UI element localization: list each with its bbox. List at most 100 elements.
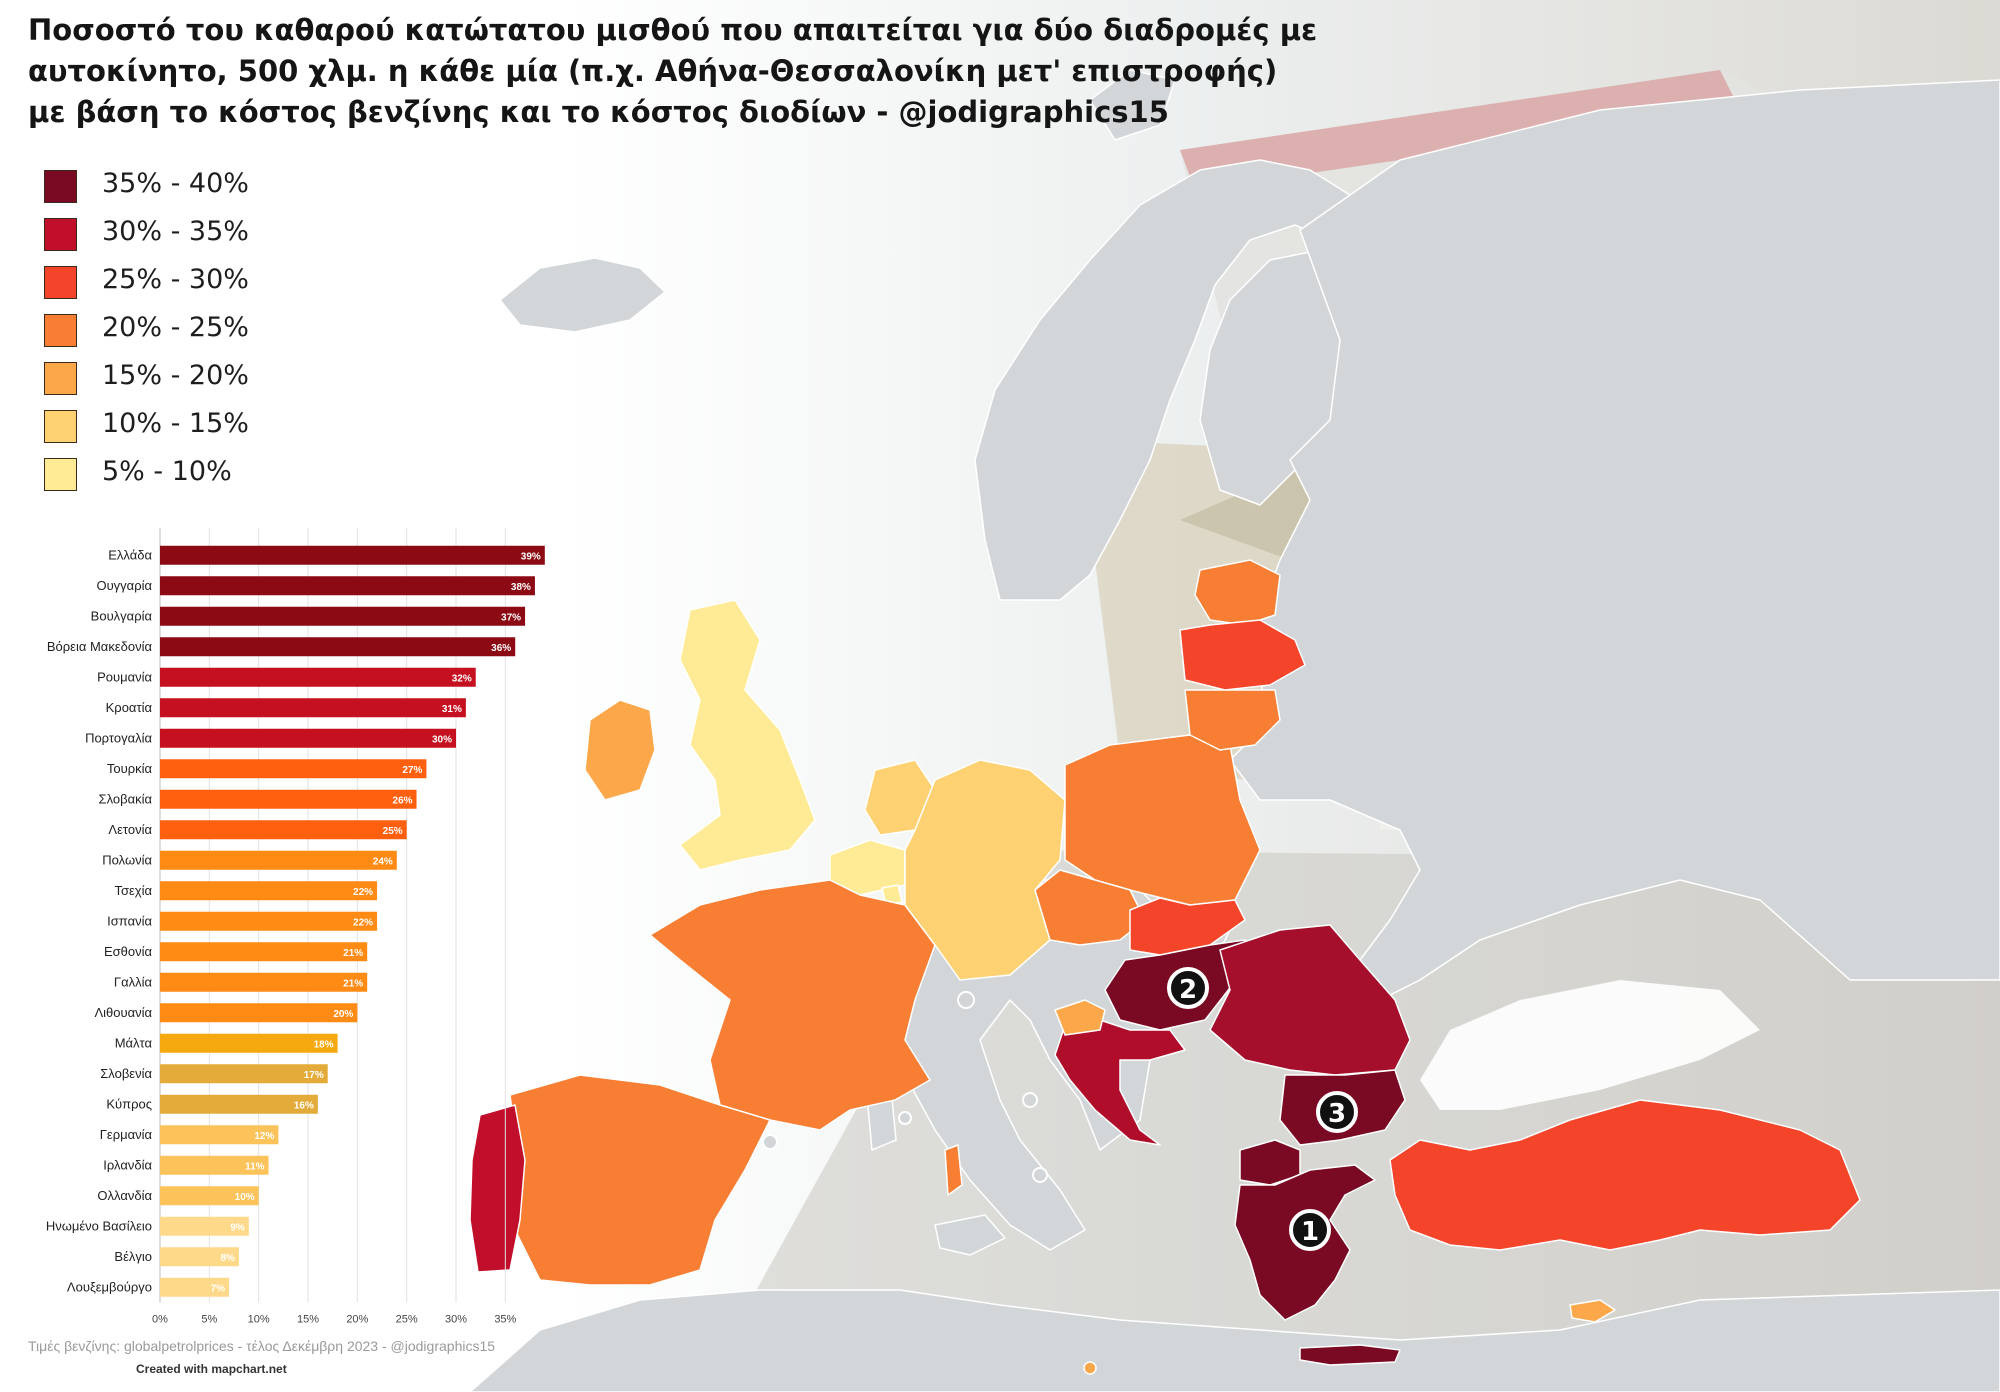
value-label: 12% <box>254 1131 274 1142</box>
title-line: αυτοκίνητο, 500 χλμ. η κάθε μία (π.χ. Αθ… <box>28 54 1278 88</box>
legend-swatch <box>44 362 77 395</box>
luxembourg-region[interactable] <box>881 884 903 906</box>
ireland-region[interactable] <box>584 699 656 801</box>
rank-marker-2-label: 2 <box>1179 975 1197 1005</box>
rank-marker-1-label: 1 <box>1301 1217 1319 1247</box>
bar <box>160 1216 249 1236</box>
croatia-region[interactable] <box>1054 1019 1186 1146</box>
credit-note: Created with mapchart.net <box>136 1362 287 1376</box>
x-tick-label: 10% <box>248 1314 270 1326</box>
x-tick-label: 0% <box>152 1314 168 1326</box>
category-label: Ιρλανδία <box>103 1157 152 1172</box>
turkey-region[interactable] <box>1389 1099 1861 1251</box>
france-region[interactable] <box>649 879 936 1131</box>
bar <box>160 576 535 596</box>
value-label: 16% <box>294 1100 314 1111</box>
category-label: Πολωνία <box>102 852 152 867</box>
value-label: 38% <box>511 582 531 593</box>
spain-region[interactable] <box>509 1074 771 1286</box>
value-label: 39% <box>521 551 541 562</box>
page-title: Ποσοστό του καθαρού κατώτατου μισθού που… <box>28 10 1317 133</box>
latvia-region[interactable] <box>1179 619 1306 691</box>
bar <box>160 728 456 748</box>
cyprus-region[interactable] <box>1569 1299 1616 1323</box>
value-label: 30% <box>432 734 452 745</box>
bar <box>160 789 417 809</box>
rank-marker-2: 2 <box>1167 967 1209 1009</box>
category-label: Ισπανία <box>107 913 152 928</box>
bar <box>160 1277 230 1297</box>
bar <box>160 942 368 962</box>
value-label: 10% <box>235 1192 255 1203</box>
title-line: με βάση το κόστος βενζίνης και το κόστος… <box>28 95 1169 129</box>
legend-label: 35% - 40% <box>102 168 249 199</box>
legend-label: 5% - 10% <box>102 456 232 487</box>
rank-markers: 1 2 3 <box>1167 967 1358 1251</box>
iceland <box>499 257 666 333</box>
chart-x-axis-ticks: 0% 5% 10% 15% 20% 25% 30% 35% <box>152 1314 517 1326</box>
category-label: Κύπρος <box>106 1096 152 1111</box>
malta-region[interactable] <box>1083 1361 1097 1375</box>
category-label: Εσθονία <box>104 944 153 959</box>
value-label: 20% <box>333 1009 353 1020</box>
category-label: Πορτογαλία <box>85 730 152 745</box>
value-label: 8% <box>220 1253 235 1264</box>
bar-chart: Ελλάδα Ουγγαρία Βουλγαρία Βόρεια Μακεδονία Ρ… <box>46 528 545 1326</box>
bar <box>160 911 378 931</box>
slovenia-region[interactable] <box>1054 999 1106 1036</box>
legend-label: 15% - 20% <box>102 360 249 391</box>
category-label: Τσεχία <box>114 883 152 898</box>
lithuania-region[interactable] <box>1184 689 1281 751</box>
slovakia-region[interactable] <box>1129 897 1246 956</box>
category-label: Λετονία <box>108 822 152 837</box>
category-label: Βέλγιο <box>114 1249 152 1264</box>
north-africa <box>469 1289 2000 1392</box>
bar <box>160 1003 358 1023</box>
x-tick-label: 15% <box>297 1314 319 1326</box>
value-label: 26% <box>393 795 413 806</box>
value-label: 9% <box>230 1222 245 1233</box>
value-label: 27% <box>402 765 422 776</box>
value-label: 32% <box>452 673 472 684</box>
legend-label: 10% - 15% <box>102 408 249 439</box>
russia-belarus-ukraine <box>1229 79 2000 1001</box>
legend-label: 25% - 30% <box>102 264 249 295</box>
value-label: 36% <box>491 643 511 654</box>
value-label: 31% <box>442 704 462 715</box>
value-label: 21% <box>343 978 363 989</box>
bar <box>160 1033 338 1053</box>
bar <box>160 667 476 687</box>
bar <box>160 637 516 657</box>
category-label: Λουξεμβούργο <box>67 1279 152 1294</box>
legend-swatch <box>44 458 77 491</box>
x-tick-label: 25% <box>396 1314 418 1326</box>
bar <box>160 545 545 565</box>
value-label: 22% <box>353 887 373 898</box>
category-label: Ουγγαρία <box>96 578 152 593</box>
portugal-region[interactable] <box>469 1104 526 1273</box>
legend-swatch <box>44 170 77 203</box>
category-label: Ολλανδία <box>97 1188 152 1203</box>
category-label: Τουρκία <box>107 761 153 776</box>
legend-swatch <box>44 218 77 251</box>
rank-marker-1: 1 <box>1289 1209 1331 1251</box>
germany-region[interactable] <box>904 759 1066 981</box>
value-label: 25% <box>383 826 403 837</box>
minor-states-dots <box>762 991 1048 1183</box>
bar <box>160 698 466 718</box>
uk-region[interactable] <box>679 599 816 871</box>
svalbard <box>1089 69 1176 141</box>
category-label: Γαλλία <box>114 974 153 989</box>
crete-region[interactable] <box>1299 1344 1401 1366</box>
category-label: Ηνωμένο Βασίλειο <box>46 1218 152 1233</box>
estonia-region[interactable] <box>1194 559 1281 626</box>
category-label: Λιθουανία <box>94 1005 152 1020</box>
value-label: 37% <box>501 612 521 623</box>
poland-region[interactable] <box>1064 734 1261 906</box>
bar <box>160 820 407 840</box>
category-label: Βουλγαρία <box>91 608 153 623</box>
corsica-region[interactable] <box>944 1144 963 1196</box>
bar <box>160 1247 239 1267</box>
value-label: 11% <box>245 1161 265 1172</box>
x-tick-label: 30% <box>445 1314 467 1326</box>
